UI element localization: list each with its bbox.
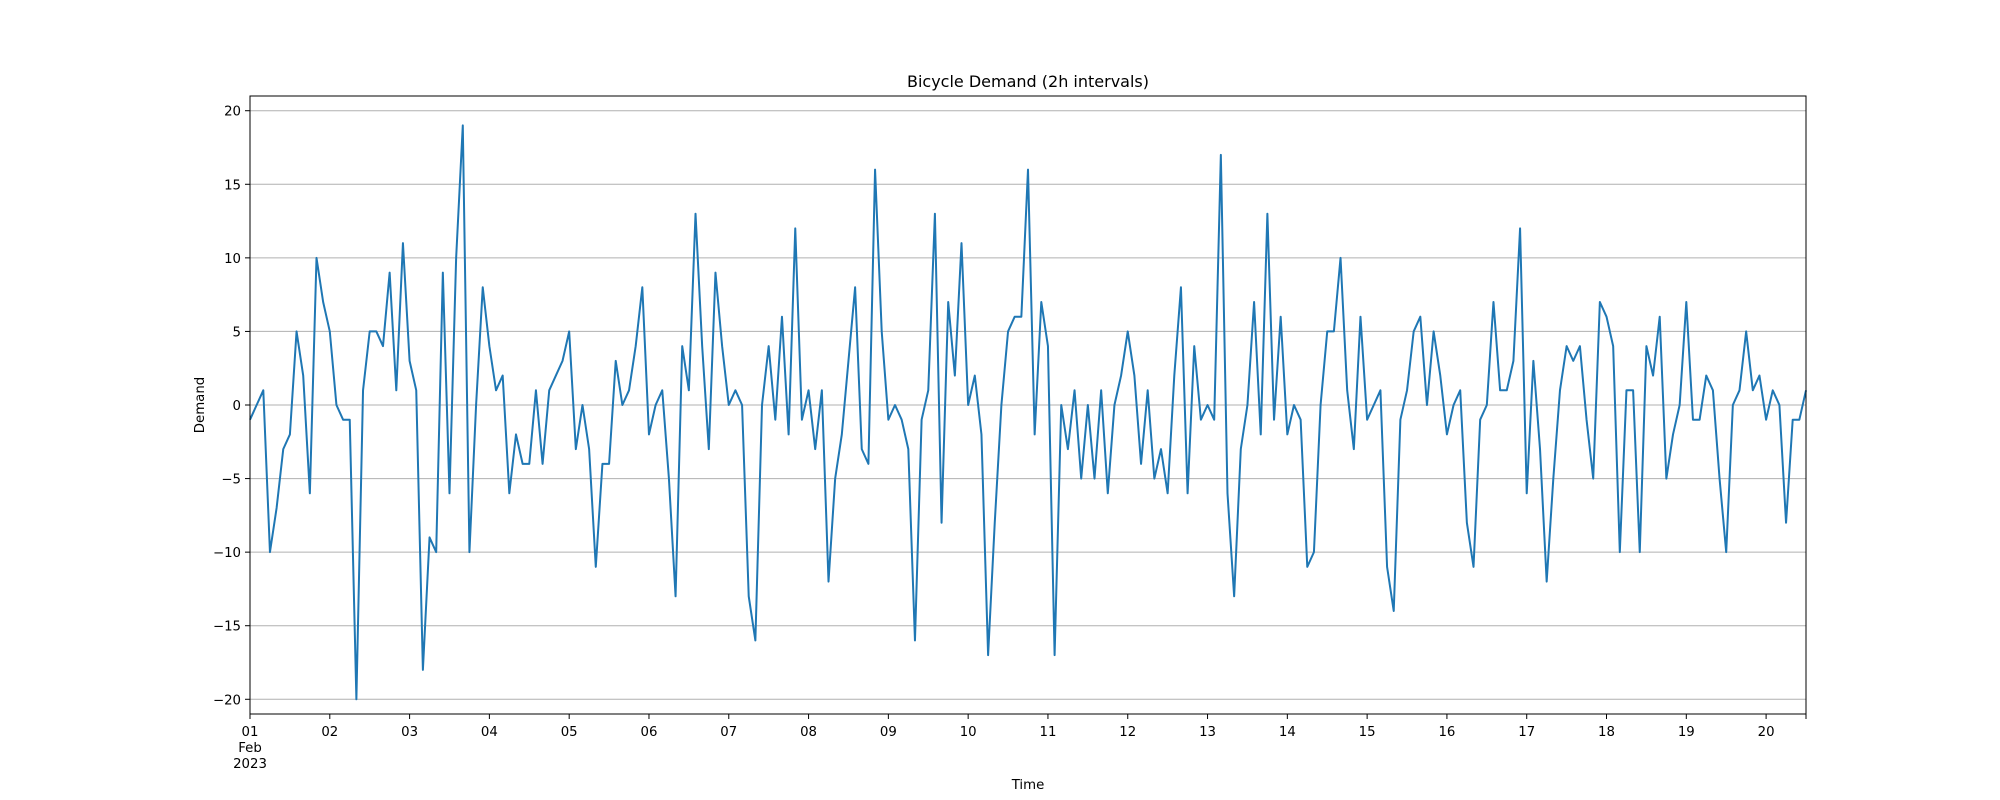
chart-title: Bicycle Demand (2h intervals) [907,72,1149,91]
y-tick-label: 5 [233,325,241,340]
y-tick-label: 20 [224,105,241,120]
y-tick-label: 15 [224,178,241,193]
x-tick-label: 04 [481,725,498,740]
x-tick-label: 07 [720,725,737,740]
x-tick-label: 14 [1279,725,1296,740]
x-tick-label: 20 [1758,725,1775,740]
x-tick-label: 16 [1438,725,1455,740]
x-tick-label: 11 [1039,725,1056,740]
x-tick-label: 15 [1359,725,1376,740]
y-axis-ticks: −20 −15 −10 −5 0 5 10 15 20 [213,105,250,708]
x-tick-label: 18 [1598,725,1615,740]
x-axis-label: Time [1011,778,1045,793]
x-tick-label: 08 [800,725,817,740]
x-tick-label: 06 [641,725,658,740]
y-tick-label: 0 [233,399,241,414]
y-tick-label: −10 [213,546,241,561]
x-tick-label: 17 [1518,725,1535,740]
x-tick-label: 01 Feb 2023 [233,725,267,772]
y-tick-label: 10 [224,252,241,267]
y-tick-label: −20 [213,693,241,708]
x-tick-label: 02 [321,725,338,740]
x-tick-label: 19 [1678,725,1695,740]
x-tick-label: 13 [1199,725,1216,740]
x-tick-label: 12 [1119,725,1136,740]
y-tick-label: −15 [213,620,241,635]
x-tick-label: 10 [960,725,977,740]
x-tick-label: 09 [880,725,897,740]
y-axis-label: Demand [193,377,208,433]
x-tick-label: 05 [561,725,578,740]
demand-series-line [249,124,1807,701]
x-axis-ticks: 01 Feb 2023 02 03 04 05 06 07 08 09 10 11 12 13 14 15 16 1… [233,714,1807,772]
y-tick-label: −5 [221,473,241,488]
x-tick-label: 03 [401,725,418,740]
series-group [249,124,1807,701]
